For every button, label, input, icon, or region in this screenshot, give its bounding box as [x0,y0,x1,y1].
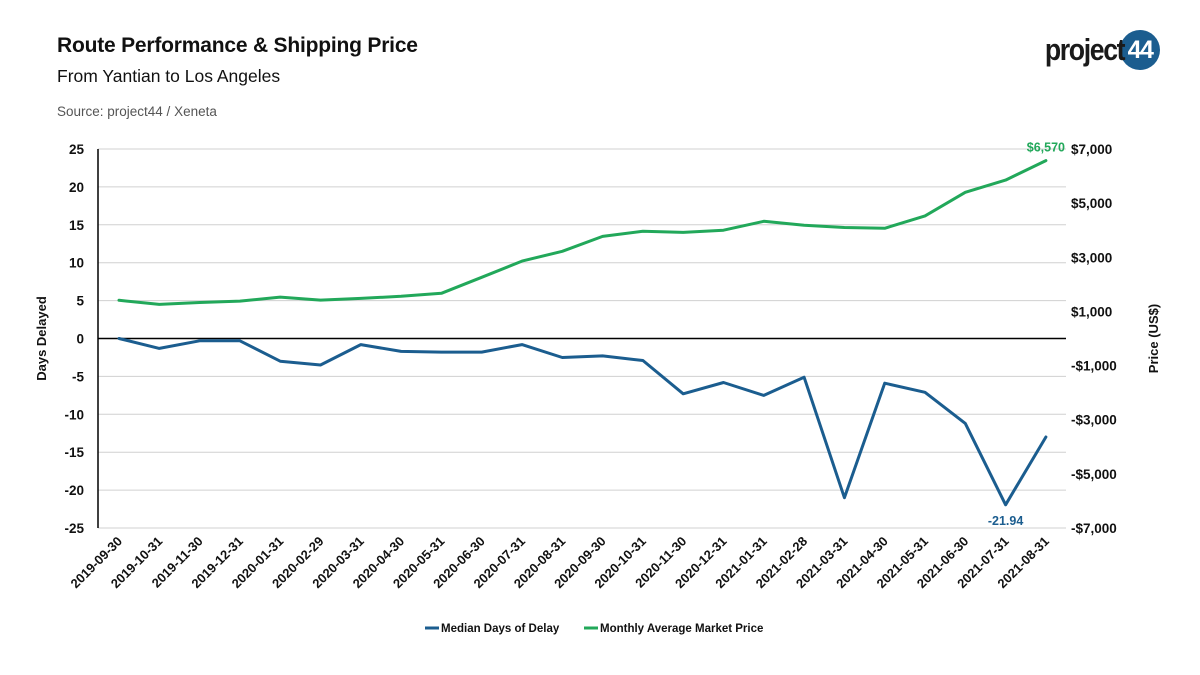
y-left-tick-label: -15 [64,445,84,460]
y-right-tick-label: -$3,000 [1071,413,1117,428]
legend-price-label: Monthly Average Market Price [600,623,763,635]
project44-logo: project 44 [1032,28,1160,72]
legend-delay-label: Median Days of Delay [441,623,560,635]
y-left-tick-label: 25 [69,142,85,157]
y-left-tick-label: 5 [76,294,84,309]
y-right-tick-label: $3,000 [1071,250,1112,265]
delay-data-label: -21.94 [988,514,1023,528]
chart-title: Route Performance & Shipping Price [57,34,418,57]
logo-badge: 44 [1120,30,1160,70]
y-right-tick-label: -$7,000 [1071,521,1117,536]
logo-text: project [1044,32,1126,67]
y-left-axis-title: Days Delayed [34,296,49,381]
y-left-tick-label: 0 [76,332,84,347]
y-left-tick-label: 15 [69,218,85,233]
y-right-tick-label: $5,000 [1071,196,1112,211]
y-right-tick-label: $1,000 [1071,304,1112,319]
y-left-tick-label: -25 [64,521,84,536]
price-series-line [117,159,1048,306]
y-left-tick-label: -10 [64,407,84,422]
chart-subtitle: From Yantian to Los Angeles [57,66,281,86]
y-left-tick-label: 10 [69,256,84,271]
y-right-tick-label: $7,000 [1071,142,1112,157]
chart-source: Source: project44 / Xeneta [57,104,217,119]
y-right-tick-label: -$5,000 [1071,467,1117,482]
price-data-label: $6,570 [1027,141,1065,155]
y-right-tick-label: -$1,000 [1071,359,1117,374]
y-left-tick-label: 20 [69,180,84,195]
y-right-axis-title: Price (US$) [1146,304,1161,373]
y-left-tick-label: -20 [64,483,84,498]
delay-series-line [117,337,1048,507]
y-left-tick-label: -5 [72,369,84,384]
